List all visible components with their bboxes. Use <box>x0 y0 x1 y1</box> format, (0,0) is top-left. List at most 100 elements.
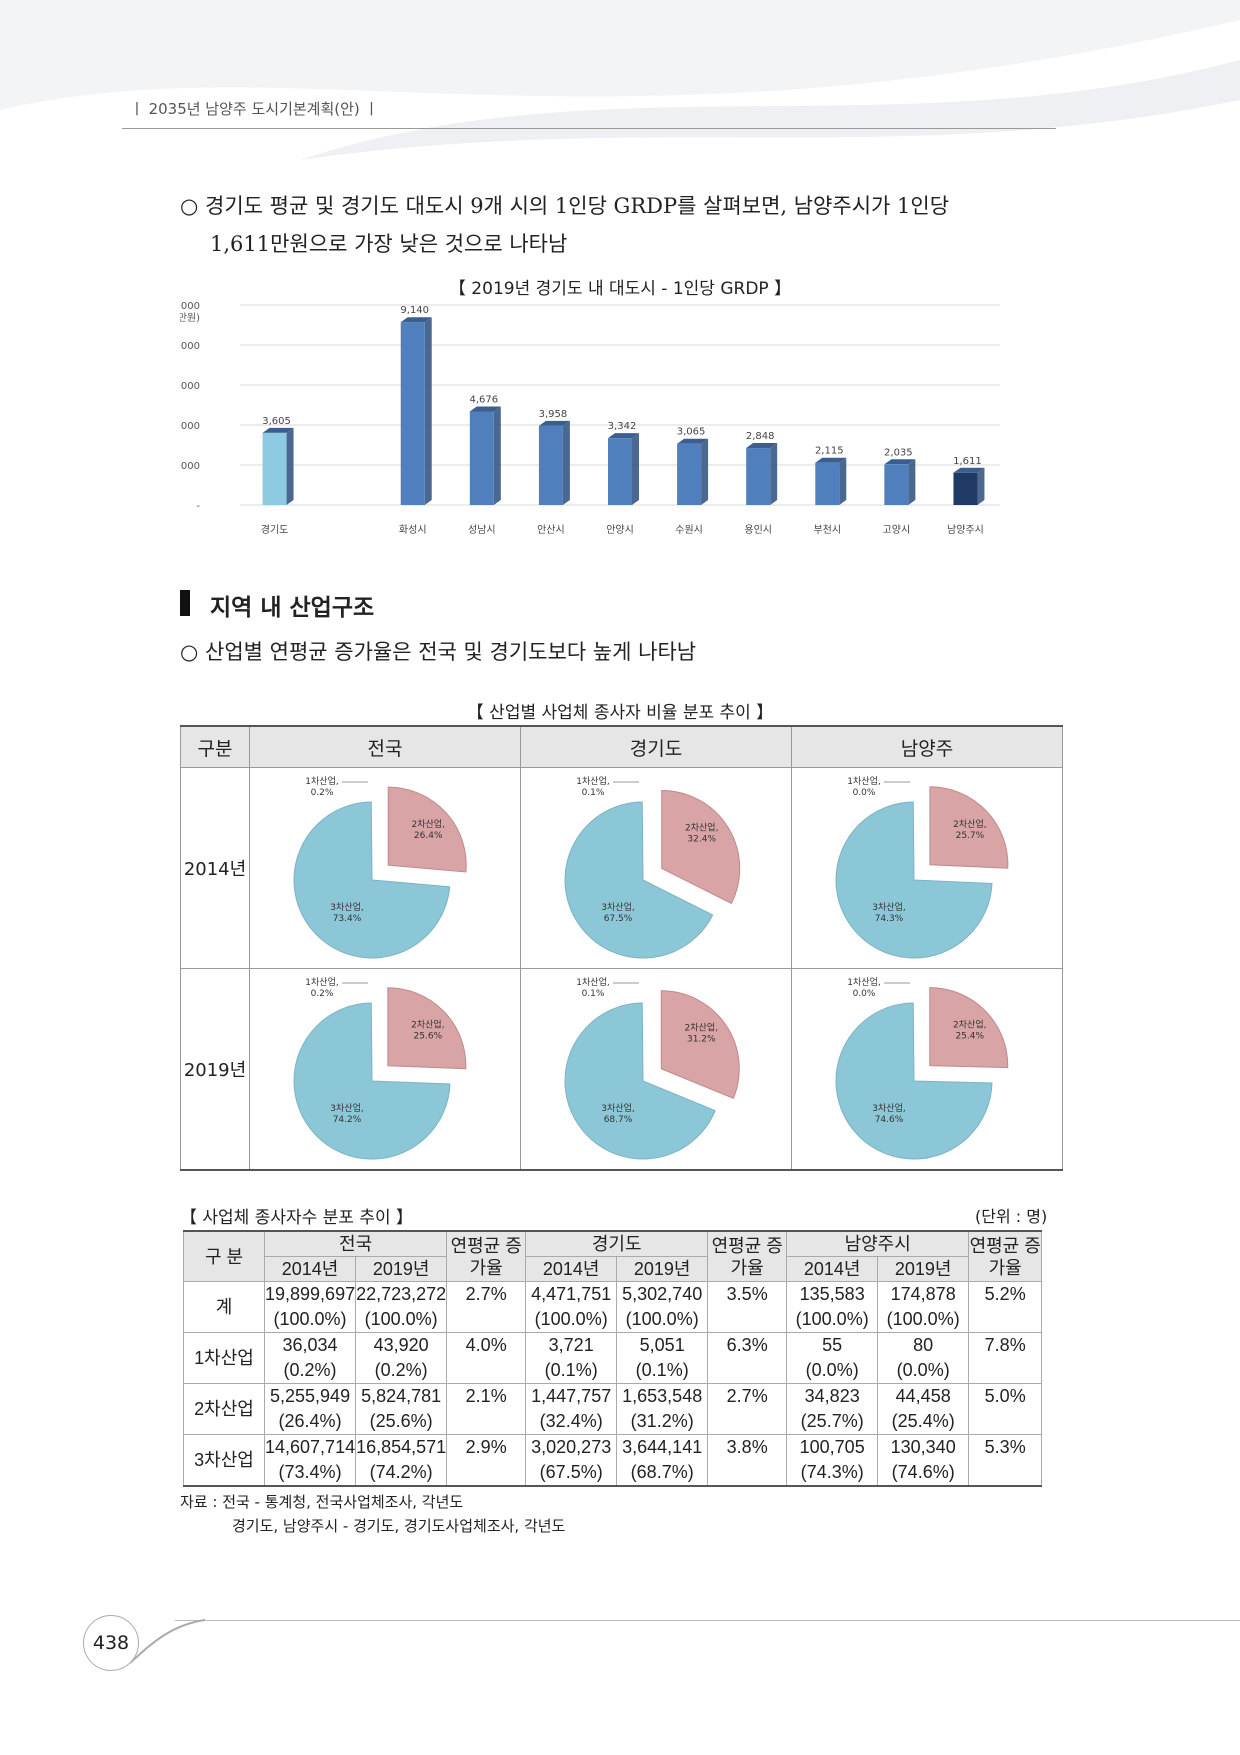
grdp-chart-caption: 【 2019년 경기도 내 대도시 - 1인당 GRDP 】 <box>448 279 792 299</box>
pie-cell: 1차산업, 0.0% 2차산업, 25.7% 3차산업, 74.3% <box>791 767 1063 969</box>
pie-label-tertiary: 3차산업, 67.5% <box>601 901 634 924</box>
value-cell: 5,255,949 <box>263 1383 357 1409</box>
percent-cell: (26.4%) <box>263 1409 357 1435</box>
bar-data-label: 2,035 <box>884 447 913 458</box>
bar-data-label: 3,065 <box>677 427 706 438</box>
source-note: 자료 : 전국 - 통계청, 전국사업체조사, 각년도 경기도, 남양주시 - … <box>180 1490 565 1538</box>
bar-data-label: 4,676 <box>469 394 498 405</box>
bar-side <box>286 427 294 505</box>
bar <box>262 432 287 505</box>
value-cell: 100,705 <box>786 1434 879 1460</box>
percent-cell: (100.0%) <box>355 1307 448 1333</box>
bar <box>884 464 909 505</box>
bar-data-label: 1,611 <box>953 456 982 467</box>
bar-side <box>424 317 432 505</box>
rate-cell: 4.0% <box>446 1332 527 1384</box>
rate-cell: 7.8% <box>968 1332 1043 1384</box>
value-cell: 44,458 <box>877 1383 970 1409</box>
bar-top <box>262 427 294 433</box>
section-title: 지역 내 산업구조 <box>210 595 375 621</box>
employment-table: 구 분 전국 연평균 증가율 경기도 연평균 증가율 남양주시 연평균 증가율 … <box>183 1230 1043 1487</box>
value-cell: 16,854,571 <box>355 1434 448 1460</box>
bar-side <box>701 438 709 505</box>
bar-side <box>493 406 501 505</box>
percent-cell: (25.7%) <box>786 1409 879 1435</box>
value-cell: 130,340 <box>877 1434 970 1460</box>
bar-data-label: 2,848 <box>746 431 775 442</box>
bar-data-label: 9,140 <box>400 305 429 316</box>
x-tick-label: 남양주시 <box>947 524 984 536</box>
value-cell: 3,721 <box>525 1332 618 1358</box>
bar-top <box>469 406 501 412</box>
page-number: 438 <box>83 1615 139 1671</box>
th-year: 2019년 <box>355 1256 448 1282</box>
bar <box>953 472 978 505</box>
bar-side <box>562 420 570 505</box>
value-cell: 5,824,781 <box>355 1383 448 1409</box>
rate-cell: 3.5% <box>707 1281 788 1333</box>
header-rule <box>122 128 1056 129</box>
intro-line-1: ○ 경기도 평균 및 경기도 대도시 9개 시의 1인당 GRDP를 살펴보면,… <box>180 194 950 218</box>
row-label: 3차산업 <box>183 1434 265 1487</box>
table-row: 3차산업 14,607,714 16,854,571 2.9% 3,020,273 3,6… <box>183 1434 1043 1487</box>
percent-cell: (100.0%) <box>786 1307 879 1333</box>
value-cell: 1,447,757 <box>525 1383 618 1409</box>
y-tick-label: 10,000 <box>180 301 200 312</box>
th-national-rate: 연평균 증가율 <box>446 1230 527 1282</box>
rate-cell: 3.8% <box>707 1434 788 1487</box>
pie-label-secondary: 2차산업, 26.4% <box>412 818 445 841</box>
pie-label-secondary: 2차산업, 32.4% <box>685 821 718 844</box>
y-axis-label: (만원) <box>180 312 200 324</box>
bar-top <box>746 443 778 449</box>
data-table-title: 【 사업체 종사자수 분포 추이 】 <box>180 1208 414 1228</box>
x-tick-label: 용인시 <box>744 524 772 536</box>
rate-cell: 5.2% <box>968 1281 1043 1333</box>
percent-cell: (67.5%) <box>525 1460 618 1487</box>
value-cell: 4,471,751 <box>525 1281 618 1307</box>
bar <box>677 443 702 505</box>
pie-label-tertiary: 3차산업, 74.6% <box>872 1102 905 1125</box>
pie-cell: 1차산업, 0.1% 2차산업, 32.4% 3차산업, 67.5% <box>520 767 792 969</box>
pie-label-primary: 1차산업, 0.0% <box>847 775 880 798</box>
table-row: 계 19,899,697 22,723,272 2.7% 4,471,751 5,302,… <box>183 1281 1043 1333</box>
percent-cell: (68.7%) <box>616 1460 709 1487</box>
percent-cell: (74.3%) <box>786 1460 879 1487</box>
percent-cell: (0.2%) <box>355 1358 448 1384</box>
y-tick-label: 4,000 <box>180 421 200 432</box>
percent-cell: (0.1%) <box>525 1358 618 1384</box>
rate-cell: 5.0% <box>968 1383 1043 1435</box>
data-table-unit: (단위 : 명) <box>975 1207 1048 1226</box>
pie-label-secondary: 2차산업, 25.4% <box>953 1019 986 1042</box>
x-tick-label: 안양시 <box>606 524 634 536</box>
intro-line-2: 1,611만원으로 가장 낮은 것으로 나타남 <box>210 232 568 256</box>
bar-top <box>677 438 709 444</box>
pie-label-primary: 1차산업, 0.0% <box>847 976 880 999</box>
pie-label-tertiary: 3차산업, 74.3% <box>872 901 905 924</box>
y-tick-label: - <box>196 501 200 512</box>
pie-slice-tertiary <box>293 801 451 959</box>
row-label: 1차산업 <box>183 1332 265 1384</box>
th-namyangju-rate: 연평균 증가율 <box>968 1230 1043 1282</box>
bar <box>400 322 425 505</box>
x-tick-label: 성남시 <box>468 524 496 536</box>
pie-label-secondary: 2차산업, 25.7% <box>953 818 986 841</box>
table-row: (26.4%) (25.6%) (32.4%) (31.2%) (25.7%) (25.4… <box>184 1409 1042 1435</box>
pie-chart: 1차산업, 0.2% 2차산업, 26.4% 3차산업, 73.4% <box>293 775 467 959</box>
percent-cell: (74.6%) <box>877 1460 970 1487</box>
th-year: 2014년 <box>786 1256 879 1282</box>
value-cell: 55 <box>786 1332 879 1358</box>
value-cell: 14,607,714 <box>263 1434 357 1460</box>
bar-top <box>953 467 985 473</box>
value-cell: 43,920 <box>355 1332 448 1358</box>
pie-slice-secondary <box>929 987 1009 1069</box>
percent-cell: (100.0%) <box>263 1307 357 1333</box>
y-tick-label: 8,000 <box>180 341 200 352</box>
pie-slice-tertiary <box>564 1002 716 1160</box>
value-cell: 36,034 <box>263 1332 357 1358</box>
x-tick-label: 수원시 <box>675 524 703 536</box>
pie-chart: 1차산업, 0.1% 2차산업, 32.4% 3차산업, 67.5% <box>564 775 741 959</box>
bar-top <box>538 420 570 426</box>
percent-cell: (0.1%) <box>616 1358 709 1384</box>
bar-data-label: 2,115 <box>815 446 844 457</box>
pie-slice-secondary <box>387 786 467 873</box>
